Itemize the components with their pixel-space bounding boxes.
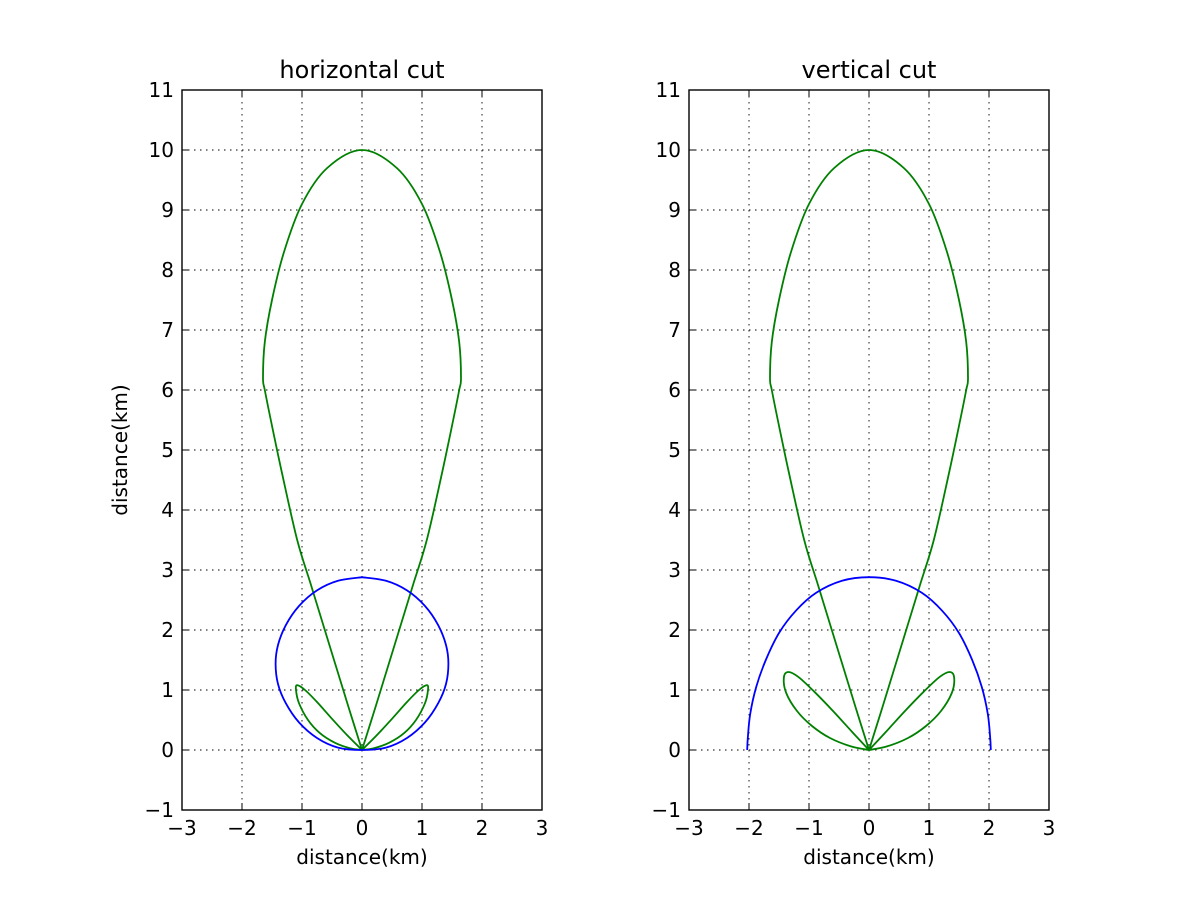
- x-tick-label: 0: [356, 816, 369, 840]
- x-tick-label: −2: [227, 816, 256, 840]
- x-tick-label: 1: [923, 816, 936, 840]
- series-line-2: [294, 684, 363, 751]
- x-tick-label: 3: [1043, 816, 1056, 840]
- series-layer: [262, 149, 462, 751]
- y-tick-label: 8: [668, 258, 681, 282]
- y-tick-label: 1: [668, 678, 681, 702]
- x-tick-label: −3: [167, 816, 196, 840]
- y-tick-label: 3: [161, 558, 174, 582]
- series-line-2: [782, 671, 870, 751]
- chart-title: horizontal cut: [279, 56, 444, 84]
- y-tick-label: 0: [668, 738, 681, 762]
- chart-title: vertical cut: [802, 56, 937, 84]
- y-tick-label: 4: [668, 498, 681, 522]
- y-tick-label: 1: [161, 678, 174, 702]
- y-tick-label: 10: [656, 138, 681, 162]
- y-tick-label: −1: [145, 798, 174, 822]
- x-tick-label: −3: [674, 816, 703, 840]
- y-tick-label: 9: [161, 198, 174, 222]
- y-tick-label: 8: [161, 258, 174, 282]
- y-axis-label: distance(km): [108, 384, 132, 515]
- y-tick-label: 0: [161, 738, 174, 762]
- y-tick-label: 5: [161, 438, 174, 462]
- y-tick-label: 10: [149, 138, 174, 162]
- y-tick-label: 3: [668, 558, 681, 582]
- x-axis-label: distance(km): [296, 845, 427, 869]
- x-tick-label: −1: [794, 816, 823, 840]
- y-tick-label: 6: [668, 378, 681, 402]
- series-line-0: [262, 149, 462, 751]
- x-axis-label: distance(km): [803, 845, 934, 869]
- x-tick-label: −1: [287, 816, 316, 840]
- grid: [182, 90, 542, 810]
- y-tick-label: 4: [161, 498, 174, 522]
- series-layer: [746, 149, 992, 751]
- series-line-1: [361, 684, 430, 751]
- y-tick-label: 7: [668, 318, 681, 342]
- series-line-3: [746, 576, 992, 751]
- series-line-1: [868, 671, 956, 751]
- y-tick-label: 6: [161, 378, 174, 402]
- y-tick-label: 7: [161, 318, 174, 342]
- y-tick-label: 11: [656, 78, 681, 102]
- y-tick-label: 11: [149, 78, 174, 102]
- series-line-3: [274, 576, 450, 751]
- x-tick-label: −2: [734, 816, 763, 840]
- y-tick-label: 2: [161, 618, 174, 642]
- x-tick-label: 0: [863, 816, 876, 840]
- ticks: −3 −2 −1 0 1 2 3 −1 0 1 2 3 4 5 6 7 8 9 10 11: [652, 78, 1056, 840]
- x-tick-label: 1: [416, 816, 429, 840]
- x-tick-label: 3: [536, 816, 549, 840]
- series-line-0: [769, 149, 969, 751]
- panel-vertical-cut: vertical cut −3 −2 −1 0 1 2 3−101234567891011 …: [652, 56, 1056, 869]
- x-tick-label: 2: [476, 816, 489, 840]
- x-tick-label: 2: [983, 816, 996, 840]
- y-tick-label: 2: [668, 618, 681, 642]
- ticks: −3 −2 −1 0 1 2 3 −1 0 1 2 3 4 5 6 7 8 9 10 11: [145, 78, 549, 840]
- panel-horizontal-cut: horizontal cut −3 −2 −1 0 1 2 3 −1 0 1 2 3 4 5 6 7 8 9 10 1…: [108, 56, 548, 869]
- y-tick-label: −1: [652, 798, 681, 822]
- y-tick-label: 9: [668, 198, 681, 222]
- y-tick-label: 5: [668, 438, 681, 462]
